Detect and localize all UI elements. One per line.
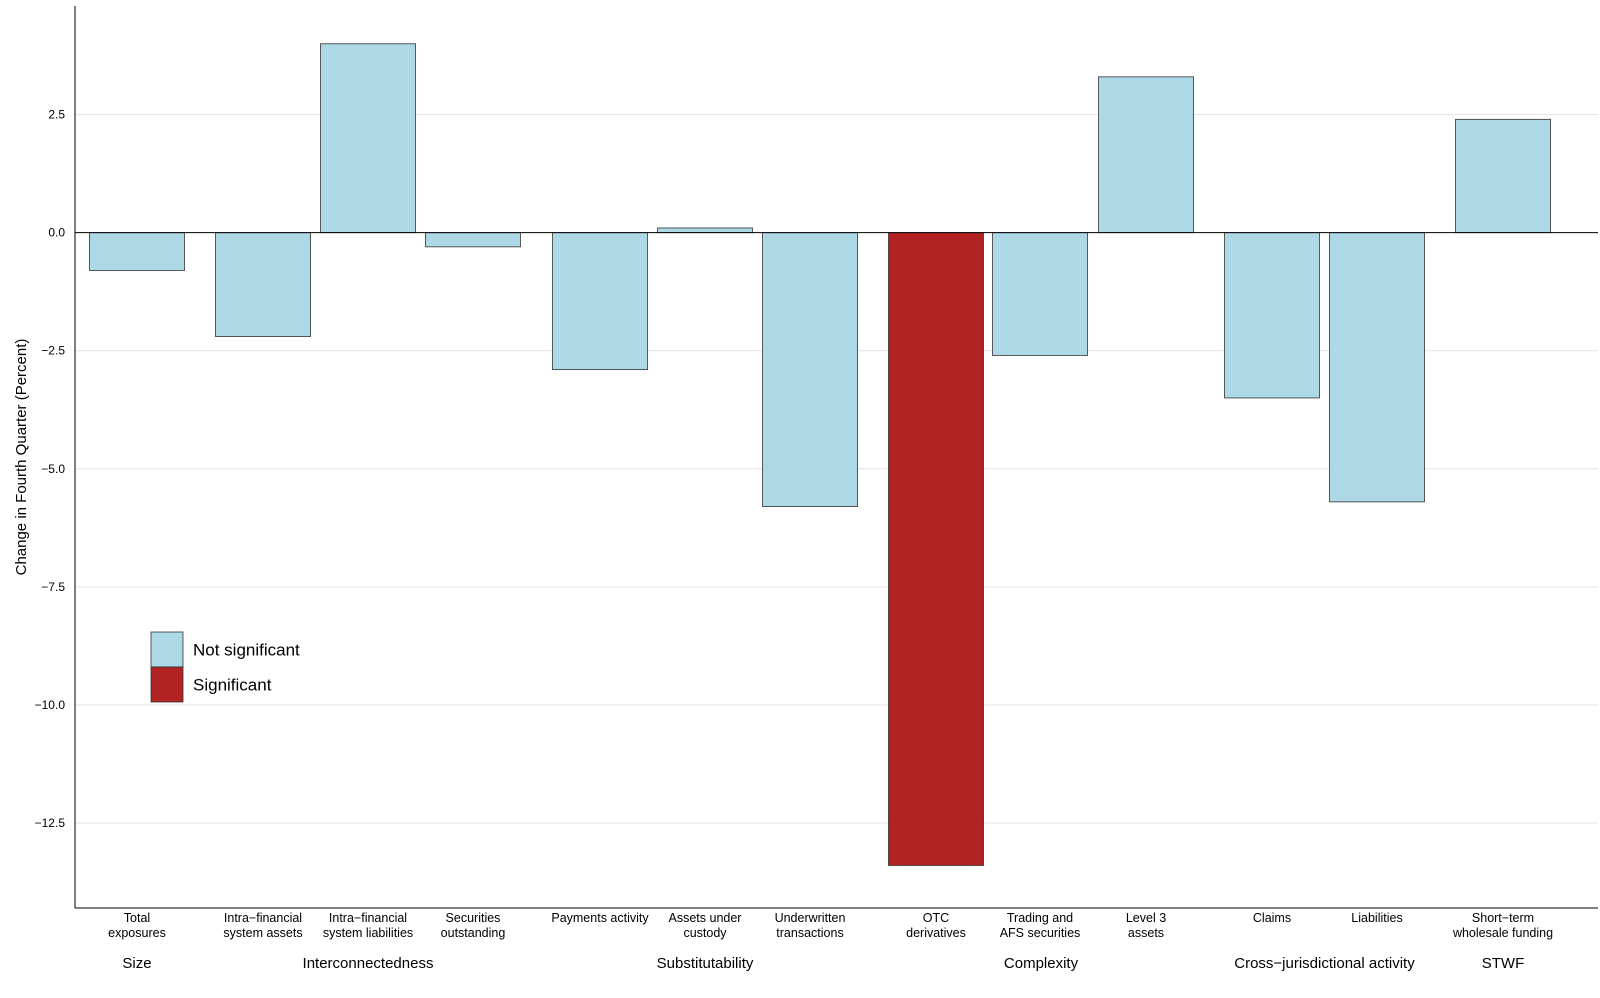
legend-swatch	[150, 631, 184, 668]
y-tick-label: −7.5	[41, 580, 65, 594]
category-label: Level 3 assets	[1126, 911, 1166, 940]
y-tick-label: 0.0	[48, 226, 65, 240]
legend-label: Not significant	[193, 641, 300, 660]
category-label: OTC derivatives	[906, 911, 966, 940]
bar	[992, 232, 1088, 356]
category-label: Underwritten transactions	[775, 911, 846, 940]
legend-swatch	[150, 666, 184, 703]
category-label: Trading and AFS securities	[1000, 911, 1081, 940]
y-tick-labels: 2.5 0.0 −2.5 −5.0 −7.5 −10.0 −12.5	[35, 108, 66, 830]
y-tick-label: −12.5	[35, 816, 66, 830]
category-label: Securities outstanding	[441, 911, 506, 940]
category-label: Short−term wholesale funding	[1452, 911, 1553, 940]
category-label: Payments activity	[551, 911, 649, 925]
group-label: Interconnectedness	[303, 955, 434, 972]
category-label: Intra−financial system liabilities	[323, 911, 413, 940]
category-labels: Total exposures Intra−financial system asse…	[108, 911, 1553, 940]
category-label: Assets under custody	[669, 911, 742, 940]
legend: Not significant Significant	[150, 631, 300, 703]
bar	[552, 232, 648, 371]
group-label: STWF	[1482, 955, 1525, 972]
group-labels: Size Interconnectedness Substitutability Co…	[122, 955, 1524, 972]
bar	[1224, 232, 1320, 399]
bar	[215, 232, 311, 337]
axes	[74, 6, 1598, 909]
category-label: Total exposures	[108, 911, 166, 940]
bar	[762, 232, 858, 507]
bar	[888, 232, 984, 866]
category-label: Intra−financial system assets	[223, 911, 302, 940]
y-axis-label: Change in Fourth Quarter (Percent)	[13, 339, 30, 576]
y-tick-label: −2.5	[41, 344, 65, 358]
legend-label: Significant	[193, 676, 272, 695]
category-label: Claims	[1253, 911, 1291, 925]
group-label: Substitutability	[657, 955, 754, 972]
bar	[1098, 76, 1194, 234]
y-tick-label: −10.0	[35, 698, 66, 712]
y-tick-label: 2.5	[48, 108, 65, 122]
bar	[657, 227, 753, 234]
group-label: Size	[122, 955, 151, 972]
bar	[1455, 118, 1551, 234]
group-label: Complexity	[1004, 955, 1079, 972]
y-tick-label: −5.0	[41, 462, 65, 476]
bars	[89, 43, 1551, 866]
bar	[89, 232, 185, 271]
bar	[1329, 232, 1425, 503]
bar	[320, 43, 416, 234]
bar	[425, 232, 521, 248]
category-label: Liabilities	[1351, 911, 1402, 925]
group-label: Cross−jurisdictional activity	[1234, 955, 1415, 972]
